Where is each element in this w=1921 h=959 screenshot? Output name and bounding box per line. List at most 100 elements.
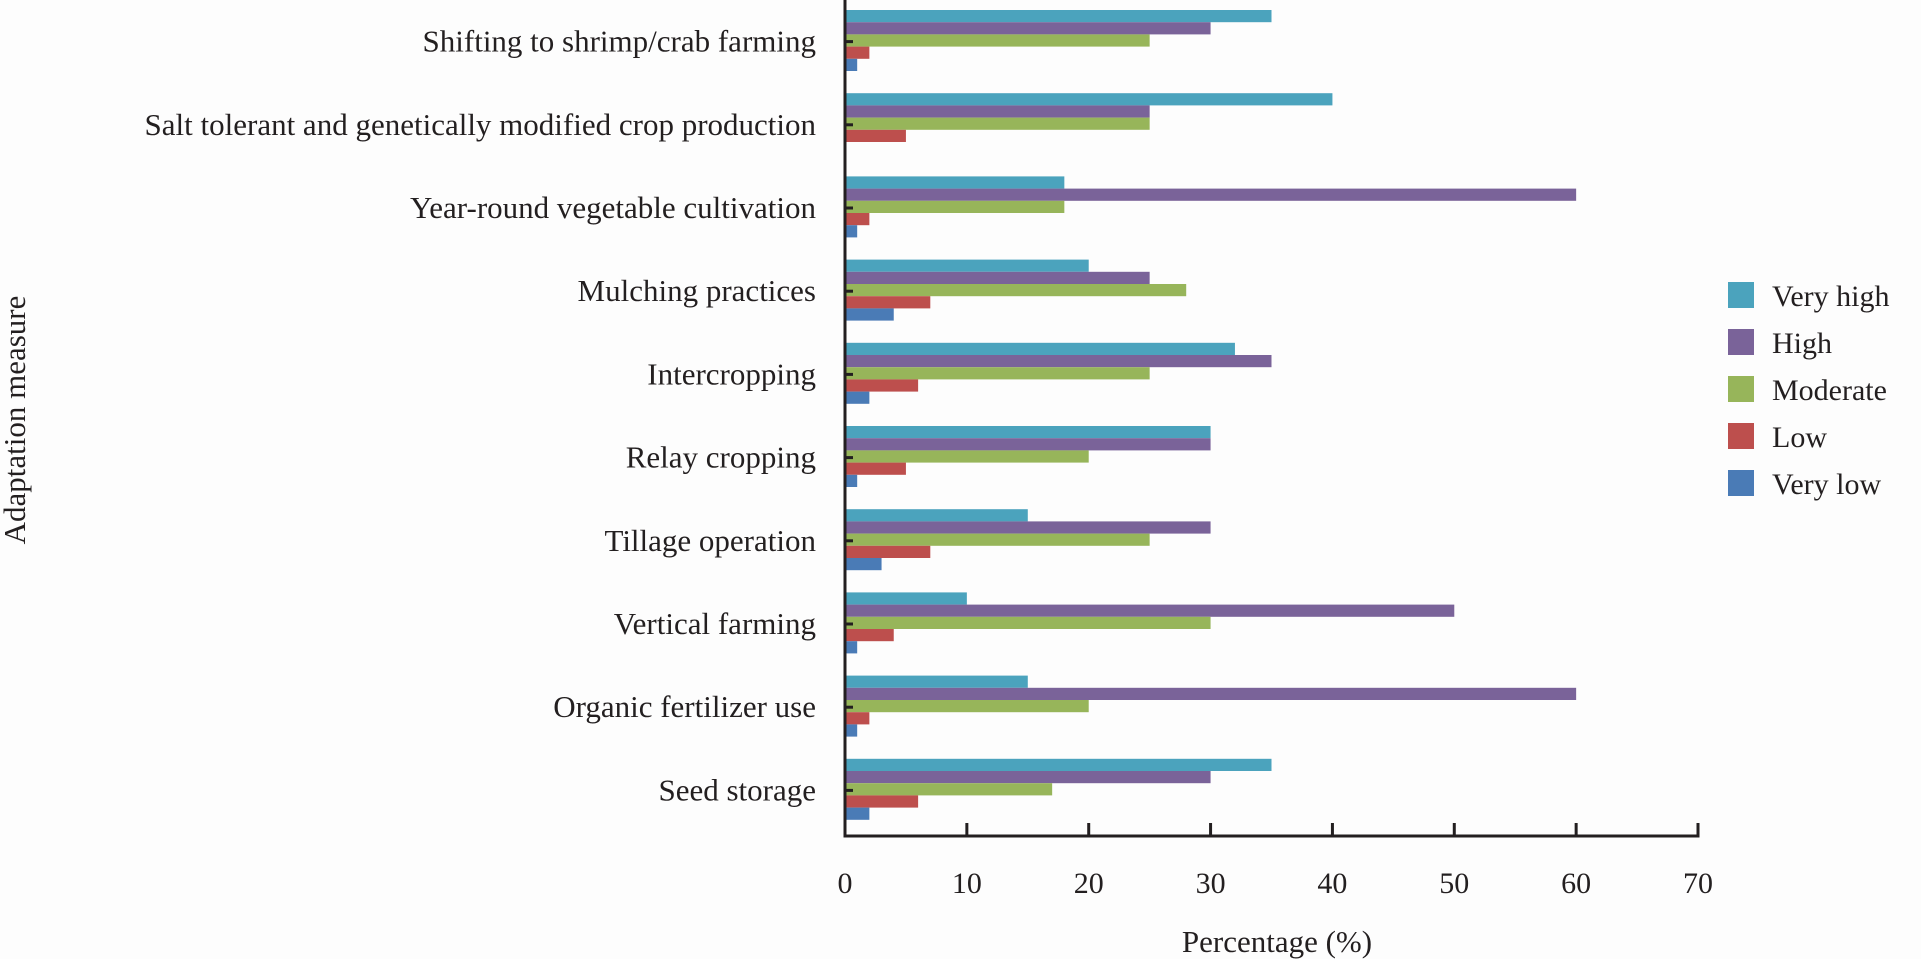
x-tick-label: 10 — [952, 867, 982, 900]
category-label: Year-round vegetable cultivation — [410, 190, 816, 225]
category-label: Organic fertilizer use — [553, 689, 816, 724]
bar-moderate — [845, 450, 1089, 463]
bar-high — [845, 22, 1211, 35]
bar-moderate — [845, 616, 1211, 629]
category-label: Vertical farming — [614, 606, 816, 641]
bar-low — [845, 379, 919, 392]
bar-low — [845, 462, 906, 475]
bar-very-low — [845, 807, 870, 820]
bar-high — [845, 771, 1211, 784]
bar-low — [845, 712, 870, 725]
bar-moderate — [845, 783, 1053, 796]
bar-very-high — [845, 675, 1028, 688]
bar-moderate — [845, 700, 1089, 713]
x-tick-label: 0 — [838, 867, 853, 900]
bar-very-low — [845, 724, 858, 737]
bar-moderate — [845, 533, 1150, 546]
y-axis — [843, 0, 853, 838]
x-tick-label: 60 — [1561, 867, 1591, 900]
bar-high — [845, 271, 1150, 284]
category-label: Seed storage — [658, 772, 816, 807]
category-label: Relay cropping — [626, 440, 816, 475]
bar-group — [845, 758, 1272, 820]
bar-high — [845, 521, 1211, 534]
bar-very-low — [845, 58, 858, 71]
bar-low — [845, 629, 894, 642]
x-tick-label: 30 — [1196, 867, 1226, 900]
bar-very-high — [845, 176, 1065, 189]
bar-very-high — [845, 259, 1089, 272]
bar-group — [845, 592, 1455, 654]
bar-very-high — [845, 509, 1028, 522]
bar-group — [845, 509, 1211, 571]
bar-very-high — [845, 342, 1235, 355]
bar-moderate — [845, 34, 1150, 47]
bar-very-low — [845, 308, 894, 321]
bar-very-low — [845, 641, 858, 654]
category-label: Shifting to shrimp/crab farming — [423, 24, 816, 59]
legend-swatch — [1728, 329, 1754, 355]
bar-low — [845, 795, 919, 808]
bar-low — [845, 545, 931, 558]
bar-very-high — [845, 758, 1272, 771]
legend-item: Very low — [1728, 468, 1881, 501]
legend-swatch — [1728, 282, 1754, 308]
legend-label: Moderate — [1772, 374, 1887, 407]
x-axis-title: Percentage (%) — [1182, 924, 1372, 959]
legend-item: Very high — [1728, 280, 1889, 313]
legend-item: High — [1728, 327, 1832, 360]
legend: Very high High Moderate Low Very low — [1728, 280, 1889, 501]
category-label: Intercropping — [647, 356, 816, 391]
x-axis: 0 10 20 30 40 50 60 70 — [838, 823, 1713, 900]
legend-label: Low — [1772, 421, 1827, 454]
bar-very-low — [845, 225, 858, 238]
legend-label: Very low — [1772, 468, 1881, 501]
bar-group — [845, 675, 1577, 737]
x-tick-label: 20 — [1074, 867, 1104, 900]
bar-group — [845, 259, 1187, 321]
x-tick-label: 50 — [1439, 867, 1469, 900]
bar-low — [845, 296, 931, 309]
bar-high — [845, 188, 1577, 201]
bar-high — [845, 355, 1272, 368]
bar-group — [845, 10, 1272, 71]
category-labels: Shifting to shrimp/crab farming Salt tole… — [145, 24, 817, 808]
x-tick-label: 40 — [1317, 867, 1347, 900]
bar-group — [845, 176, 1577, 238]
legend-label: Very high — [1772, 280, 1889, 313]
category-label: Mulching practices — [578, 273, 816, 308]
bar-very-high — [845, 10, 1272, 23]
bar-group — [845, 426, 1211, 487]
bar-moderate — [845, 284, 1187, 297]
legend-swatch — [1728, 376, 1754, 402]
plot-area — [845, 10, 1577, 820]
legend-item: Low — [1728, 421, 1827, 454]
bar-high — [845, 105, 1150, 118]
category-label: Salt tolerant and genetically modified c… — [145, 107, 817, 142]
bar-moderate — [845, 200, 1065, 213]
bar-very-high — [845, 426, 1211, 439]
bar-very-low — [845, 558, 882, 571]
bar-very-high — [845, 93, 1333, 106]
bar-high — [845, 604, 1455, 617]
category-label: Tillage operation — [604, 523, 816, 558]
x-tick-label: 70 — [1683, 867, 1713, 900]
legend-swatch — [1728, 423, 1754, 449]
bar-moderate — [845, 367, 1150, 380]
legend-label: High — [1772, 327, 1832, 360]
bar-high — [845, 687, 1577, 700]
bar-very-low — [845, 474, 858, 487]
bar-very-high — [845, 592, 967, 605]
bar-group — [845, 342, 1272, 404]
bar-low — [845, 46, 870, 59]
bar-low — [845, 213, 870, 226]
bar-moderate — [845, 117, 1150, 130]
legend-swatch — [1728, 470, 1754, 496]
bar-high — [845, 438, 1211, 451]
bar-group — [845, 93, 1333, 142]
bar-low — [845, 129, 906, 142]
legend-item: Moderate — [1728, 374, 1887, 407]
y-axis-title: Adaptation measure — [0, 296, 32, 545]
bar-very-low — [845, 391, 870, 404]
